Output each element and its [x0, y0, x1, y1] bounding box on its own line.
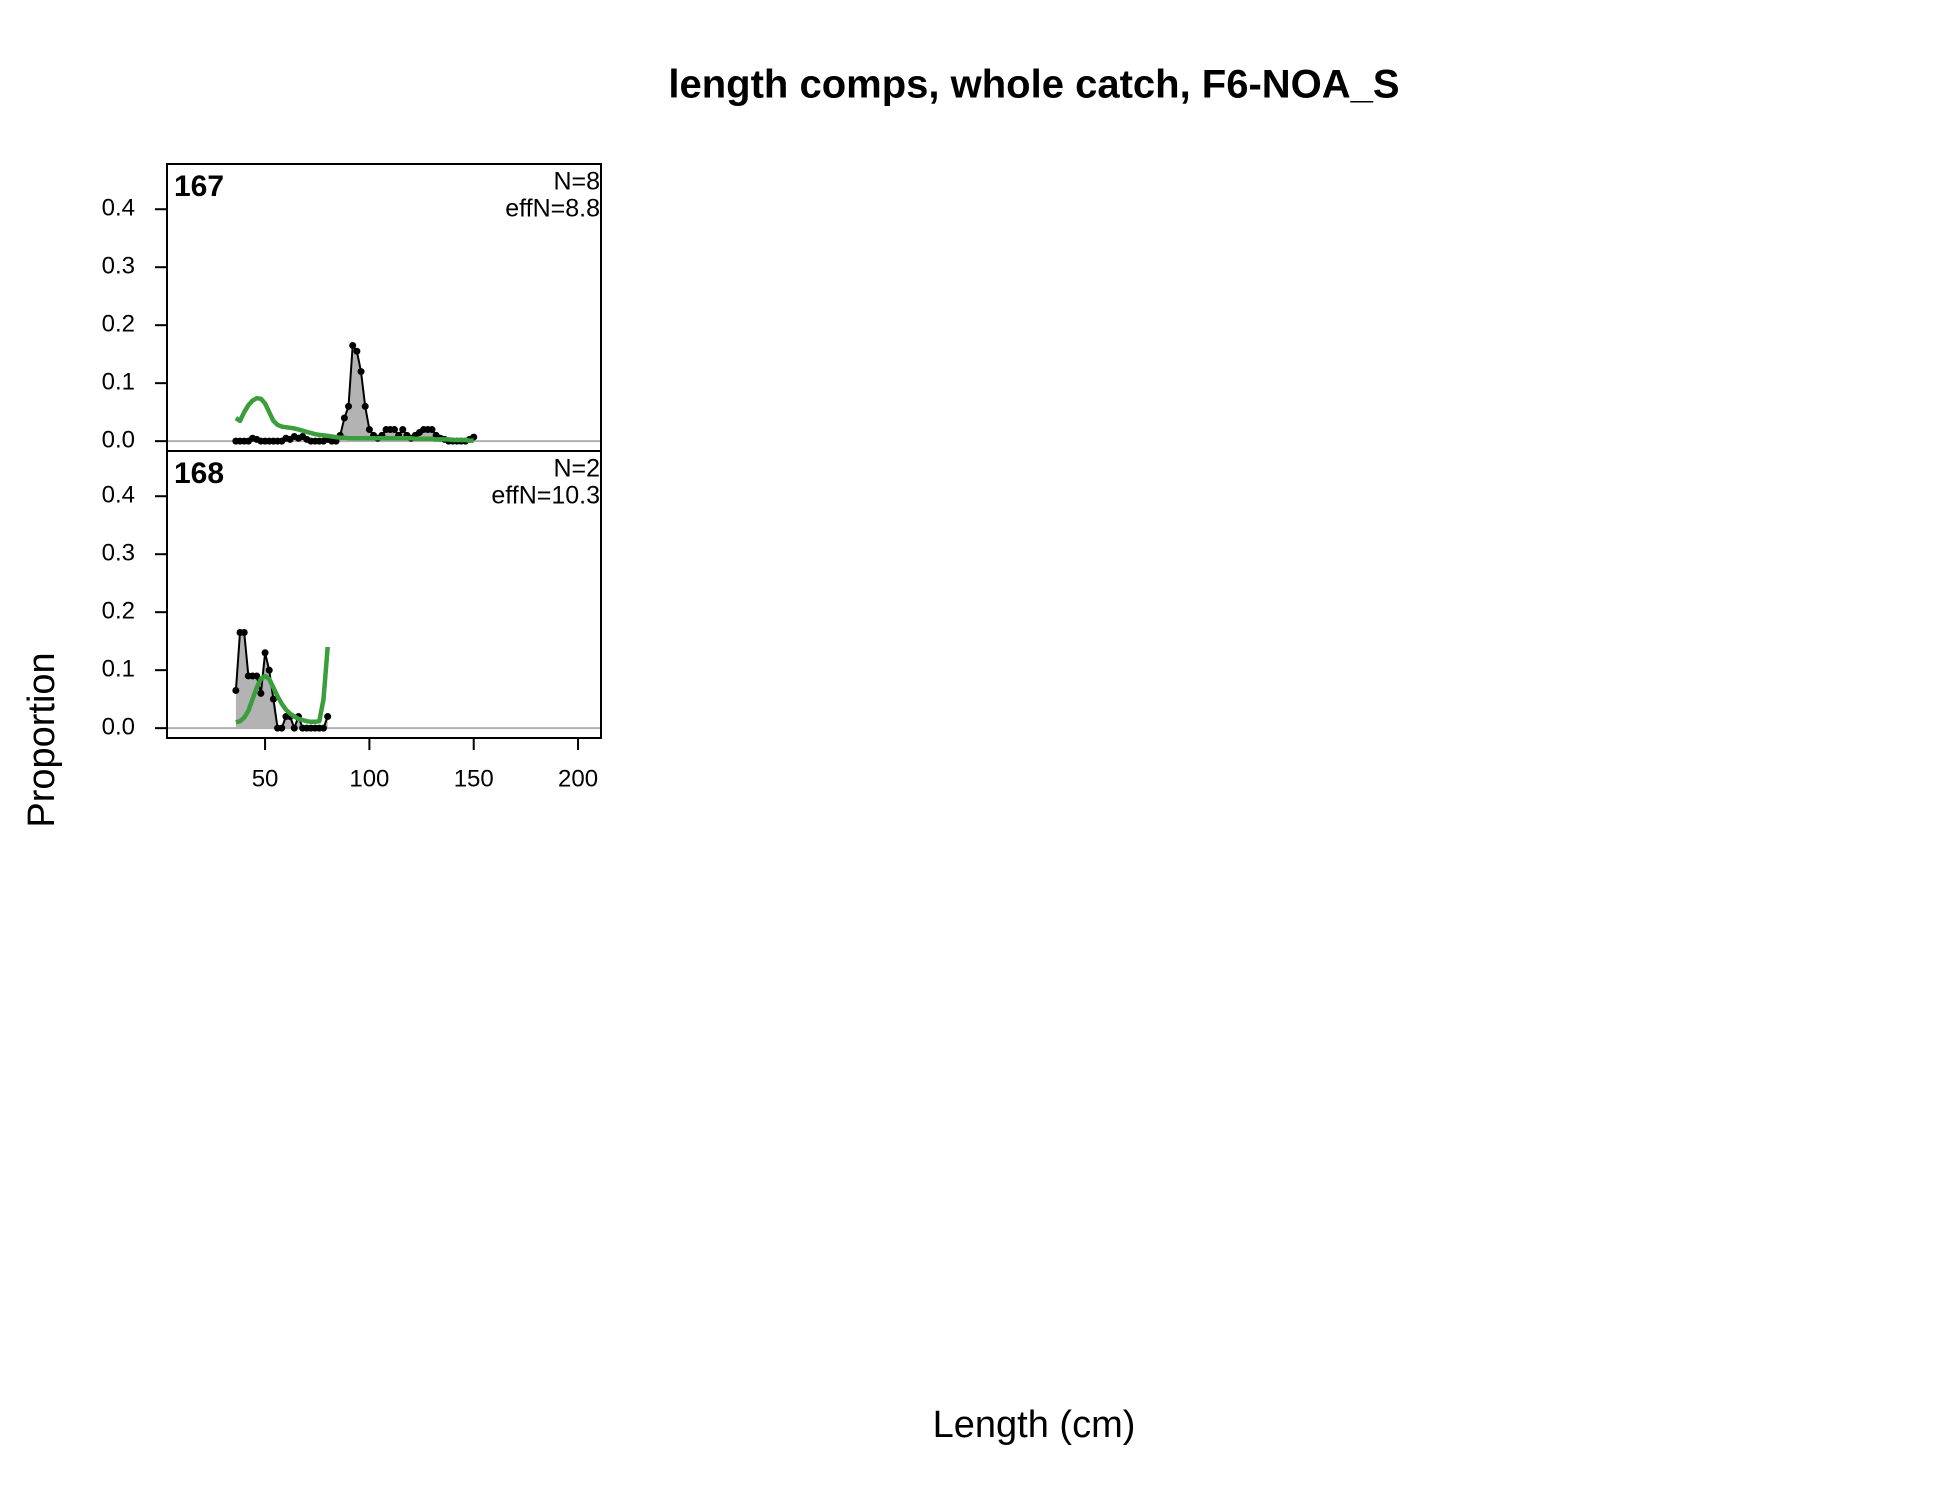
y-tick-label: 0.0: [102, 426, 135, 453]
observed-point: [257, 689, 265, 697]
y-axis-label: Proportion: [21, 652, 63, 827]
panel-frame: [166, 450, 602, 739]
observed-point: [365, 426, 373, 434]
y-tick-label: 0.2: [102, 598, 135, 625]
observed-point: [390, 426, 398, 434]
x-tick-label: 150: [454, 765, 494, 792]
y-tick-label: 0.2: [102, 311, 135, 338]
observed-point: [345, 402, 353, 410]
expected-line: [234, 395, 474, 443]
observed-area: [235, 345, 474, 442]
y-tick-label: 0.4: [102, 482, 135, 509]
observed-area: [235, 632, 328, 729]
panel-annotation: effN=10.3: [491, 482, 600, 510]
y-tick-label: 0.1: [102, 656, 135, 683]
panel-annotation: N=8: [553, 168, 600, 196]
x-tick-label: 100: [349, 765, 389, 792]
observed-point: [278, 724, 286, 732]
y-tick-label: 0.3: [102, 540, 135, 567]
observed-point: [349, 341, 357, 349]
observed-point: [399, 426, 407, 434]
x-tick-label: 50: [252, 765, 279, 792]
x-tick-label: 200: [558, 765, 598, 792]
panel-label: 167: [174, 170, 224, 203]
panel-label: 168: [174, 457, 224, 490]
observed-point: [319, 724, 327, 732]
chart-title: length comps, whole catch, F6-NOA_S: [668, 63, 1399, 107]
observed-point: [265, 666, 273, 674]
observed-point: [253, 672, 261, 680]
y-tick-label: 0.0: [102, 713, 135, 740]
y-tick-label: 0.4: [102, 195, 135, 222]
observed-point: [353, 347, 361, 355]
observed-point: [361, 402, 369, 410]
y-tick-label: 0.3: [102, 253, 135, 280]
observed-point: [261, 649, 269, 657]
observed-point: [269, 695, 277, 703]
expected-line: [235, 646, 330, 725]
observed-point: [340, 414, 348, 422]
observed-point: [240, 628, 248, 636]
observed-point: [428, 426, 436, 434]
observed-point: [290, 724, 298, 732]
observed-point: [357, 368, 365, 376]
observed-point: [324, 713, 332, 721]
y-tick-label: 0.1: [102, 369, 135, 396]
observed-point: [232, 686, 240, 694]
panel-annotation: N=2: [553, 455, 600, 483]
panel-annotation: effN=8.8: [505, 195, 600, 223]
x-axis-label: Length (cm): [933, 1404, 1136, 1446]
